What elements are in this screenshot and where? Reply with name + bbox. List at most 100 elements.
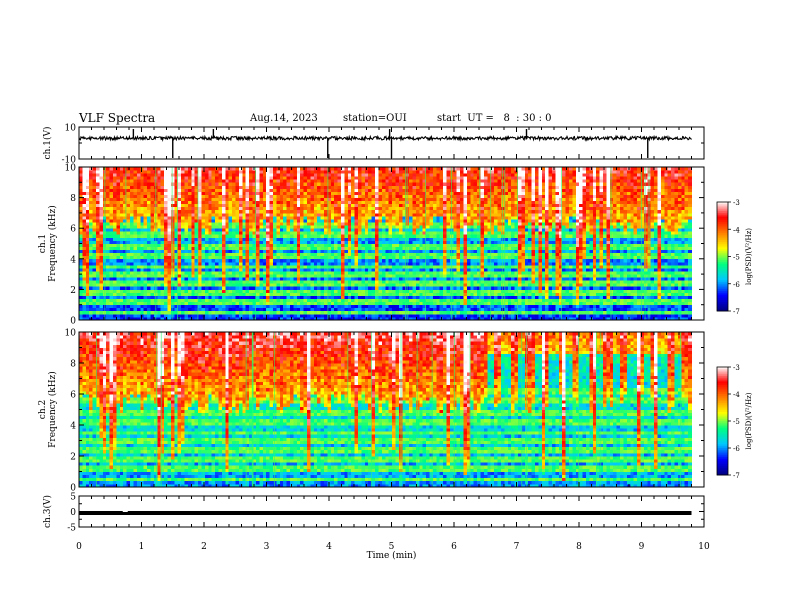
ch1-spectrogram-cell — [181, 200, 185, 205]
ch1-spectrogram-cell — [272, 277, 277, 281]
ch1-spectrogram-cell — [136, 277, 141, 281]
ch1-spectrogram-cell — [79, 255, 83, 260]
ch1-spectrogram-cell — [276, 179, 281, 183]
ch1-spectrogram-cell — [402, 249, 407, 254]
ch1-spectrogram-cell — [208, 170, 213, 174]
ch1-spectrogram-cell — [317, 277, 321, 281]
ch1-spectrogram-cell — [381, 212, 386, 217]
ch1-spectrogram-cell — [381, 234, 386, 238]
ch1-spectrogram-cell — [198, 179, 202, 183]
ch1-spectrogram-cell — [167, 234, 172, 238]
ch1-spectrogram-cell — [99, 258, 104, 263]
ch1-spectrogram-cell — [262, 179, 267, 183]
ch1-spectrogram-cell — [106, 191, 111, 195]
ch1-spectrogram-cell — [123, 301, 128, 306]
ch1-spectrogram-cell — [395, 271, 400, 275]
ch1-spectrogram-cell — [269, 194, 274, 198]
ch1-spectrogram-cell — [286, 188, 291, 192]
ch1-spectrogram-cell — [368, 249, 373, 254]
ch1-spectrogram-cell — [92, 188, 97, 192]
ch1-spectrogram-cell — [392, 246, 396, 251]
ch1-spectrogram-cell — [143, 206, 148, 211]
ch1-spectrogram-cell — [99, 301, 104, 306]
ch1-spectrogram-cell — [232, 313, 236, 318]
ch1-spectrogram-cell — [201, 188, 206, 192]
ch1-spectrogram-cell — [130, 298, 134, 303]
ch1-spectrogram-cell — [85, 289, 90, 293]
ch1-spectrogram-cell — [296, 277, 301, 281]
ch1-spectrogram-cell — [245, 203, 250, 208]
ch1-spectrogram-cell — [402, 286, 407, 290]
ch1-spectrogram-cell — [170, 274, 175, 278]
ch1-spectrogram-cell — [164, 313, 168, 318]
ch1-spectrogram-cell — [371, 277, 376, 281]
ch1-spectrogram-cell — [89, 197, 94, 202]
ch1-spectrogram-cell — [293, 176, 298, 180]
ch1-spectrogram-cell — [375, 206, 379, 211]
ch1-spectrogram-cell — [198, 228, 202, 232]
ch1-spectrogram-cell — [279, 197, 284, 202]
ch1-spectrogram-cell — [140, 225, 145, 229]
ch1-spectrogram-cell — [201, 280, 206, 284]
ch1-spectrogram-cell — [204, 237, 209, 241]
ch1-spectrogram-cell — [351, 222, 356, 226]
ch1-spectrogram-cell — [303, 246, 308, 251]
ch1-spectrogram-cell — [344, 280, 349, 284]
ch1-spectrogram-cell — [266, 209, 270, 214]
ch1-spectrogram-cell — [198, 225, 202, 229]
ch1-waveform-trace — [78, 134, 692, 142]
ch1-spectrogram-cell — [136, 243, 141, 247]
ch1-spectrogram-cell — [242, 261, 247, 266]
ch1-spectrogram-cell — [79, 212, 83, 217]
ch1-spectrogram-cell — [337, 225, 342, 229]
ch1-spectrogram-cell — [198, 249, 202, 254]
ch1-spectrogram-cell — [143, 203, 148, 208]
ch1-spectrogram-cell — [344, 191, 349, 195]
ch1-spectrogram-cell — [150, 271, 155, 275]
ch1-spectrogram-cell — [136, 307, 141, 312]
ch1-spectrogram-cell — [388, 209, 393, 214]
ch1-spectrogram-cell — [392, 200, 396, 205]
ch1-spectrogram-cell — [272, 185, 277, 189]
ch1-spectrogram-cell — [113, 277, 117, 281]
ch1-spectrogram-cell — [255, 182, 260, 186]
ch1-spectrogram-cell — [375, 286, 379, 290]
ch1-spectrogram-cell — [344, 237, 349, 241]
ch1-spectrogram-cell — [184, 267, 189, 272]
ch1-spectrogram-cell — [140, 271, 145, 275]
ch1-spectrogram-cell — [371, 185, 376, 189]
ch1-spectrogram-cell — [375, 295, 379, 299]
ch1-spectrogram-cell — [300, 231, 304, 235]
ch1-spectrogram-cell — [85, 185, 90, 189]
ch1-spectrogram-cell — [130, 316, 134, 321]
ch1-spectrogram-cell — [296, 212, 301, 217]
ch1-spectrogram-cell — [191, 310, 196, 315]
ch1-spectrogram-cell — [198, 298, 202, 303]
ch1-spectrogram-cell — [354, 252, 359, 257]
ch1-spectrogram-cell — [126, 246, 131, 251]
ch1-spectrogram-cell — [242, 243, 247, 247]
ch1-spectrogram-cell — [238, 298, 243, 303]
ch1-spectrogram-cell — [143, 173, 148, 177]
ch1-spectrogram-cell — [160, 292, 165, 296]
ch1-spectrogram-cell — [337, 274, 342, 278]
ch1-spectrogram-cell — [259, 249, 264, 254]
ch1-spectrogram-cell — [269, 176, 274, 180]
ch1-spectrogram-cell — [313, 313, 318, 318]
ch1-spectrogram-cell — [402, 228, 407, 232]
ch1-spectrogram-cell — [310, 179, 315, 183]
ch1-spectrogram-cell — [327, 286, 332, 290]
ch1-spectrogram-cell — [276, 246, 281, 251]
ch1-spectrogram-cell — [347, 280, 352, 284]
ch1-spectrogram-cell — [341, 264, 345, 269]
ch1-spectrogram-cell — [395, 185, 400, 189]
ch1-spectrogram-cell — [174, 267, 179, 272]
ch1-spectrogram-cell — [119, 316, 124, 321]
ch1-spectrogram-cell — [296, 173, 301, 177]
ch1-spectrogram-cell — [381, 246, 386, 251]
ch1-spectrogram-cell — [177, 173, 182, 177]
ch1-spectrogram-cell — [194, 307, 199, 312]
ch1-spectrogram-cell — [324, 215, 328, 220]
ch1-spectrogram-cell — [388, 182, 393, 186]
ch1-spectrogram-cell — [109, 252, 114, 257]
